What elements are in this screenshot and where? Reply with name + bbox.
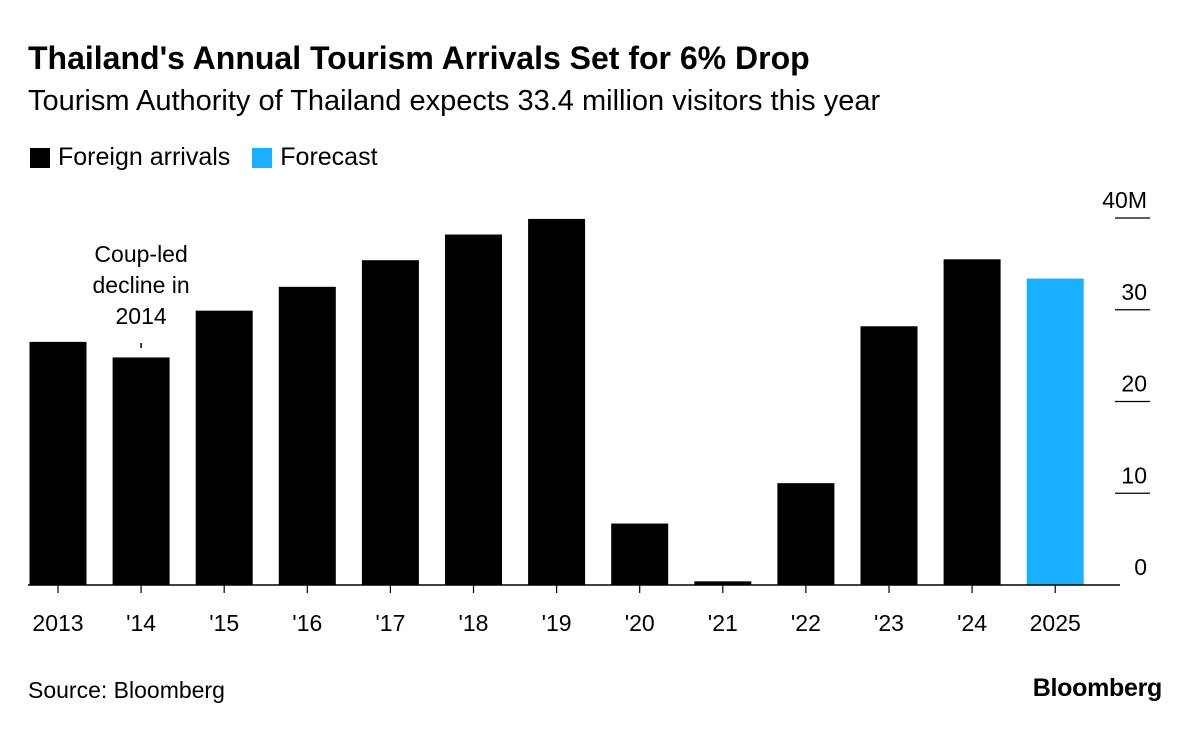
x-tick-label-4: '17 [375,610,405,636]
bar-arrivals-4 [361,260,419,585]
annotation-line-1: decline in [93,272,190,298]
bar-arrivals-9 [777,483,835,585]
x-tick-label-0: 2013 [32,610,83,636]
legend-label-foreign-arrivals: Foreign arrivals [58,143,231,171]
bar-arrivals-8 [694,581,752,585]
x-tick-label-8: '21 [708,610,738,636]
bar-arrivals-1 [112,357,170,585]
y-tick-label-10: 10 [1121,462,1147,488]
bar-arrivals-5 [445,234,502,585]
legend-label-forecast: Forecast [280,143,378,171]
bar-arrivals-10 [860,326,918,585]
chart-subtitle: Tourism Authority of Thailand expects 33… [28,85,881,117]
bar-arrivals-2 [195,310,253,585]
x-tick-label-1: '14 [126,610,156,636]
bar-arrivals-0 [29,341,87,585]
x-tick-label-12: 2025 [1030,610,1081,636]
legend: Foreign arrivals Forecast [30,143,400,172]
bar-arrivals-11 [943,259,1001,585]
x-tick-label-3: '16 [292,610,322,636]
y-tick-label-0: 0 [1134,554,1147,580]
x-tick-label-9: '22 [791,610,821,636]
legend-item-forecast: Forecast [252,143,378,172]
x-tick-label-5: '18 [459,610,489,636]
bar-arrivals-7 [611,523,669,585]
y-tick-label-30: 30 [1121,279,1147,305]
annotation-line-0: Coup-led [94,241,187,267]
bloomberg-logo: Bloomberg [1032,674,1163,702]
source-note: Source: Bloomberg [28,677,225,703]
x-tick-label-10: '23 [874,610,904,636]
y-tick-label-40: 40M [1102,187,1147,213]
annotation-line-2: 2014 [116,303,167,329]
x-tick-label-2: '15 [209,610,239,636]
bar-arrivals-6 [528,218,586,586]
legend-item-foreign-arrivals: Foreign arrivals [30,143,230,172]
bar-forecast-12 [1026,278,1084,585]
bar-arrivals-3 [278,286,336,585]
chart-title: Thailand's Annual Tourism Arrivals Set f… [28,40,810,76]
legend-swatch-forecast [252,147,273,168]
x-tick-label-11: '24 [957,610,987,636]
x-tick-label-7: '20 [625,610,655,636]
legend-swatch-foreign-arrivals [30,147,50,168]
y-tick-label-20: 20 [1121,371,1147,397]
x-tick-label-6: '19 [542,610,572,636]
